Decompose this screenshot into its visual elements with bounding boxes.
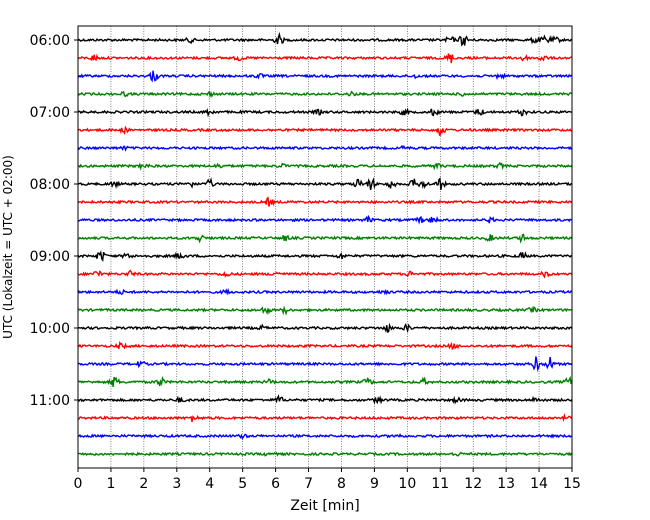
x-tick-label: 10 [398,476,416,492]
trace-row [77,269,573,279]
plot-frame [77,25,573,469]
trace-row [77,233,573,244]
x-tick-label: 9 [370,476,379,492]
trace-row [77,432,573,440]
trace-row [77,125,573,137]
trace-row [77,287,573,296]
x-tick-label: 5 [238,476,247,492]
trace-row [77,196,573,207]
x-tick-label: 15 [563,476,581,492]
x-tick-label: 12 [464,476,482,492]
x-tick-label: 2 [139,476,148,492]
trace-row [77,356,573,372]
trace-row [77,322,573,334]
x-tick-label: 8 [337,476,346,492]
x-tick-label: 4 [205,476,214,492]
x-tick-label: 3 [172,476,181,492]
trace-row [77,375,573,388]
x-tick-label: 7 [304,476,313,492]
vertical-grid [110,26,540,468]
trace-row [77,394,573,405]
y-tick-label: 08:00 [30,177,70,193]
x-tick-label: 14 [530,476,548,492]
trace-row [77,451,573,457]
y-axis-ticks: 06:00 07:00 08:00 09:00 10:00 11:00 [30,33,78,409]
y-tick-label: 07:00 [30,105,70,121]
trace-row [77,31,573,47]
x-tick-label: 1 [106,476,115,492]
trace-row [77,70,573,83]
y-tick-label: 11:00 [30,393,70,409]
trace-row [77,412,573,422]
trace-row [77,90,573,99]
trace-row [77,305,573,316]
x-tick-label: 13 [497,476,515,492]
trace-row [77,340,573,351]
plot-area-border [77,25,573,469]
x-tick-label: 11 [431,476,449,492]
x-tick-label: 0 [74,476,83,492]
x-axis-ticks: 0 1 2 3 4 5 6 7 8 9 10 11 12 13 14 15 [74,468,581,492]
y-tick-label: 09:00 [30,249,70,265]
y-tick-label: 10:00 [30,321,70,337]
trace-row [77,161,573,171]
trace-row [77,53,573,64]
x-axis-label: Zeit [min] [290,498,359,514]
trace-row [78,214,573,225]
trace-row [77,250,573,263]
seismic-traces [77,31,573,457]
y-axis-label: UTC (Lokalzeit = UTC + 02:00) [1,155,15,339]
y-tick-label: 06:00 [30,33,70,49]
x-tick-label: 6 [271,476,280,492]
trace-row [77,177,573,191]
trace-row [77,144,573,152]
trace-row [77,107,573,118]
